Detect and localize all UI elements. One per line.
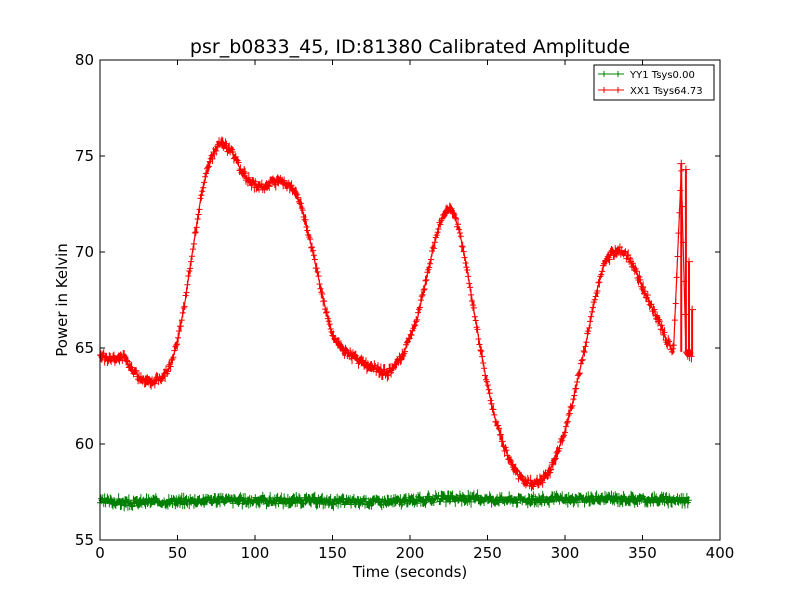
y-tick-label: 60 <box>75 435 94 453</box>
x-tick-label: 300 <box>551 544 580 562</box>
x-axis-label: Time (seconds) <box>352 563 468 581</box>
plot-area <box>100 60 720 540</box>
y-tick-label: 70 <box>75 243 94 261</box>
series-line <box>100 498 689 505</box>
legend-entry-yy1: YY1 Tsys0.00 <box>598 70 695 81</box>
y-tick-label: 75 <box>75 147 94 165</box>
y-tick-label: 65 <box>75 339 94 357</box>
x-tick-label: 350 <box>628 544 657 562</box>
legend-entry-xx1: XX1 Tsys64.73 <box>598 86 703 97</box>
legend-label-xx1: XX1 Tsys64.73 <box>630 86 703 97</box>
x-tick-label: 200 <box>396 544 425 562</box>
spike-marker <box>685 257 693 266</box>
plot-frame <box>99 59 721 541</box>
series-xx1 <box>97 136 695 492</box>
series-layer <box>97 136 697 512</box>
x-tick-label: 50 <box>168 544 187 562</box>
x-tick-label: 250 <box>473 544 502 562</box>
x-tick-label: 100 <box>241 544 270 562</box>
y-tick-label: 55 <box>75 531 94 549</box>
y-tick-label: 80 <box>75 51 94 69</box>
legend-box <box>593 64 715 101</box>
spike-marker <box>677 159 686 168</box>
x-tick-label: 0 <box>95 544 105 562</box>
spike-marker <box>688 305 697 314</box>
legend-label-yy1: YY1 Tsys0.00 <box>629 70 695 81</box>
legend: YY1 Tsys0.00 XX1 Tsys64.73 <box>593 64 715 101</box>
y-axis-label: Power in Kelvin <box>53 243 71 357</box>
chart-title: psr_b0833_45, ID:81380 Calibrated Amplit… <box>190 36 630 58</box>
x-tick-label: 400 <box>706 544 735 562</box>
series-line <box>99 141 693 485</box>
ticks-layer: 0 50 100 150 200 250 300 350 400 55 60 65 70 75 80 <box>75 51 734 562</box>
x-tick-label: 150 <box>318 544 347 562</box>
spike-marker <box>681 165 690 174</box>
